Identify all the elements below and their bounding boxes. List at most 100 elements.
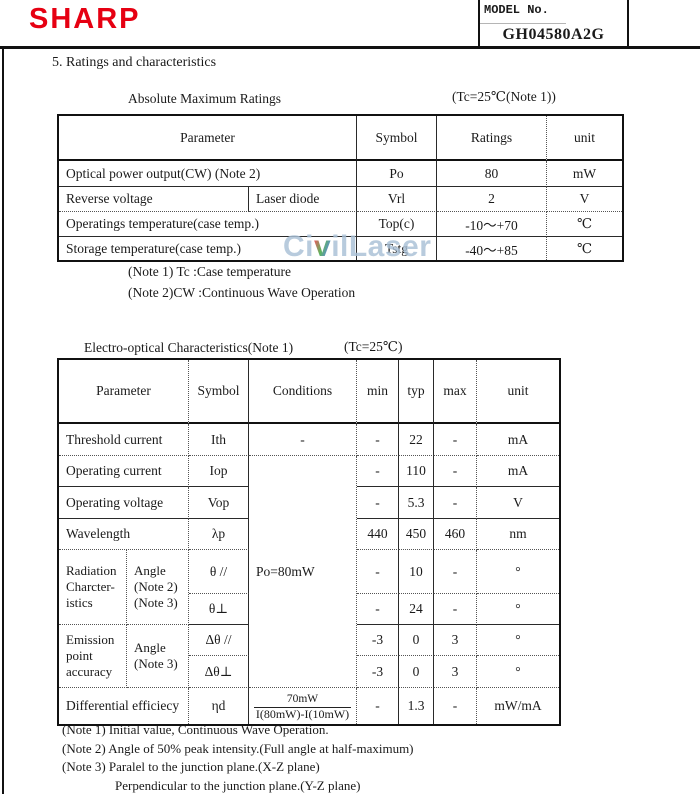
table-row: Storage temperature(case temp.) Tstg -40… (59, 237, 622, 260)
cell-typ: 24 (399, 594, 434, 625)
table-row: Threshold current Ith - - 22 - mA (59, 424, 559, 456)
abs-max-condition: (Tc=25℃(Note 1)) (452, 89, 556, 104)
cell-unit: mA (477, 424, 559, 456)
watermark-text: Laser (348, 230, 432, 263)
cell-shared-condition: Po=80mW (249, 456, 357, 688)
cell-unit: nm (477, 519, 559, 550)
watermark-text: il (331, 230, 349, 263)
cell-parameter: Optical power output(CW) (Note 2) (59, 161, 357, 187)
footnotes: (Note 1) Initial value, Continuous Wave … (62, 721, 414, 794)
cell-max: - (434, 594, 477, 625)
cell-symbol: Tstg (357, 237, 437, 260)
cell-parameter: Differential efficiecy (59, 688, 189, 724)
table-row: Optical power output(CW) (Note 2) Po 80 … (59, 161, 622, 187)
col-header-ratings: Ratings (437, 116, 547, 161)
watermark-text: Ci (283, 230, 314, 263)
cell-parameter-sub: Laser diode (249, 187, 357, 212)
fraction: 70mW I(80mW)-I(10mW) (253, 690, 352, 721)
cell-parameter: Operating voltage (59, 487, 189, 519)
cell-angle-notes: Angle (Note 3) (127, 625, 189, 688)
cell-ratings: -10～+70 (437, 212, 547, 237)
fraction-numerator: 70mW (286, 693, 319, 706)
cell-typ: 5.3 (399, 487, 434, 519)
cell-ratings: -40～+85 (437, 237, 547, 260)
cell-typ: 110 (399, 456, 434, 487)
table-row: Δθ⊥ -3 0 3 ° (59, 656, 559, 688)
col-header-parameter: Parameter (59, 116, 357, 161)
col-header-symbol: Symbol (189, 360, 249, 424)
cell-min: - (357, 594, 399, 625)
cell-symbol: λp (189, 519, 249, 550)
cell-ratings: 80 (437, 161, 547, 187)
cell-max: - (434, 487, 477, 519)
table-header-row: Parameter Symbol Conditions min typ max … (59, 360, 559, 424)
abs-max-title: Absolute Maximum Ratings (128, 91, 281, 106)
table-row: Radiation Charcter- istics Angle (Note 2… (59, 550, 559, 625)
cell-symbol: Top(c) (357, 212, 437, 237)
cell-unit: ° (477, 625, 559, 656)
eo-title: Electro-optical Characteristics(Note 1) (84, 340, 294, 355)
cell-unit: V (477, 487, 559, 519)
table-header-row: Parameter Symbol Ratings unit (59, 116, 622, 161)
cell-conditions: - (249, 424, 357, 456)
cell-typ: 1.3 (399, 688, 434, 724)
cell-min: - (357, 487, 399, 519)
sharp-logo: SHARP (29, 3, 141, 35)
cell-symbol: Δθ⊥ (189, 656, 249, 688)
cell-min: -3 (357, 625, 399, 656)
table-row: Differential efficiecy ηd 70mW I(80mW)-I… (59, 688, 559, 724)
header-rule (0, 46, 700, 49)
cell-unit: mW (547, 161, 622, 187)
cell-parameter: Threshold current (59, 424, 189, 456)
cell-max: 3 (434, 625, 477, 656)
table-row: Operating voltage Vop - 5.3 - V (59, 487, 559, 519)
cell-parameter: Reverse voltage (59, 187, 249, 212)
cell-max: 3 (434, 656, 477, 688)
cell-max: - (434, 456, 477, 487)
cell-max: - (434, 688, 477, 724)
table-row: Wavelength λp 440 450 460 nm (59, 519, 559, 550)
section-title: 5. Ratings and characteristics (52, 55, 217, 70)
model-number-box: MODEL No. GH04580A2G (478, 0, 629, 47)
fraction-denominator: I(80mW)-I(10mW) (253, 706, 352, 721)
table-row: θ⊥ - 24 - ° (59, 594, 559, 625)
cell-unit: ℃ (576, 240, 593, 256)
cell-typ: 10 (399, 550, 434, 594)
col-header-unit: unit (477, 360, 559, 424)
table-row: Operatings temperature(case temp.) Top(c… (59, 212, 622, 237)
table-row: Operating current Iop Po=80mW - 110 - mA (59, 456, 559, 688)
col-header-typ: typ (399, 360, 434, 424)
model-box-divider (480, 23, 566, 24)
cell-unit: V (547, 187, 622, 212)
cell-typ: 0 (399, 625, 434, 656)
model-number: GH04580A2G (502, 26, 605, 43)
cell-unit: ° (477, 656, 559, 688)
cell-min: - (357, 688, 399, 724)
cell-typ: 22 (399, 424, 434, 456)
cell-parameter: Operatings temperature(case temp.) (59, 212, 357, 237)
cell-symbol: Δθ // (189, 625, 249, 656)
cell-param-group-emission: Emission point accuracy (59, 625, 127, 688)
table-row: Emission point accuracy Angle (Note 3) Δ… (59, 625, 559, 688)
cell-min: - (357, 424, 399, 456)
eo-condition: (Tc=25℃) (344, 339, 403, 354)
abs-max-notes: (Note 1) Tc :Case temperature (Note 2)CW… (128, 261, 355, 303)
footnote-line: Perpendicular to the junction plane.(Y-Z… (115, 777, 361, 793)
watermark-v-logo: v (314, 230, 332, 263)
table-row: Reverse voltage Laser diode Vrl 2 V (59, 187, 622, 212)
note-line: (Note 2)CW :Continuous Wave Operation (128, 285, 356, 300)
cell-unit: ℃ (547, 212, 622, 237)
page-left-border (2, 49, 4, 794)
cell-symbol: ηd (189, 688, 249, 724)
cell-max: - (434, 424, 477, 456)
cell-typ: 450 (399, 519, 434, 550)
cell-param-group-radiation: Radiation Charcter- istics (59, 550, 127, 625)
eo-table: Parameter Symbol Conditions min typ max … (57, 358, 561, 726)
cell-conditions-fraction: 70mW I(80mW)-I(10mW) (249, 688, 357, 724)
cell-parameter: Storage temperature(case temp.) (59, 237, 357, 260)
cell-symbol: Iop (189, 456, 249, 487)
col-header-conditions: Conditions (249, 360, 357, 424)
civillaser-watermark: CivilLaser (283, 230, 431, 264)
cell-unit: ° (477, 594, 559, 625)
col-header-parameter: Parameter (59, 360, 189, 424)
